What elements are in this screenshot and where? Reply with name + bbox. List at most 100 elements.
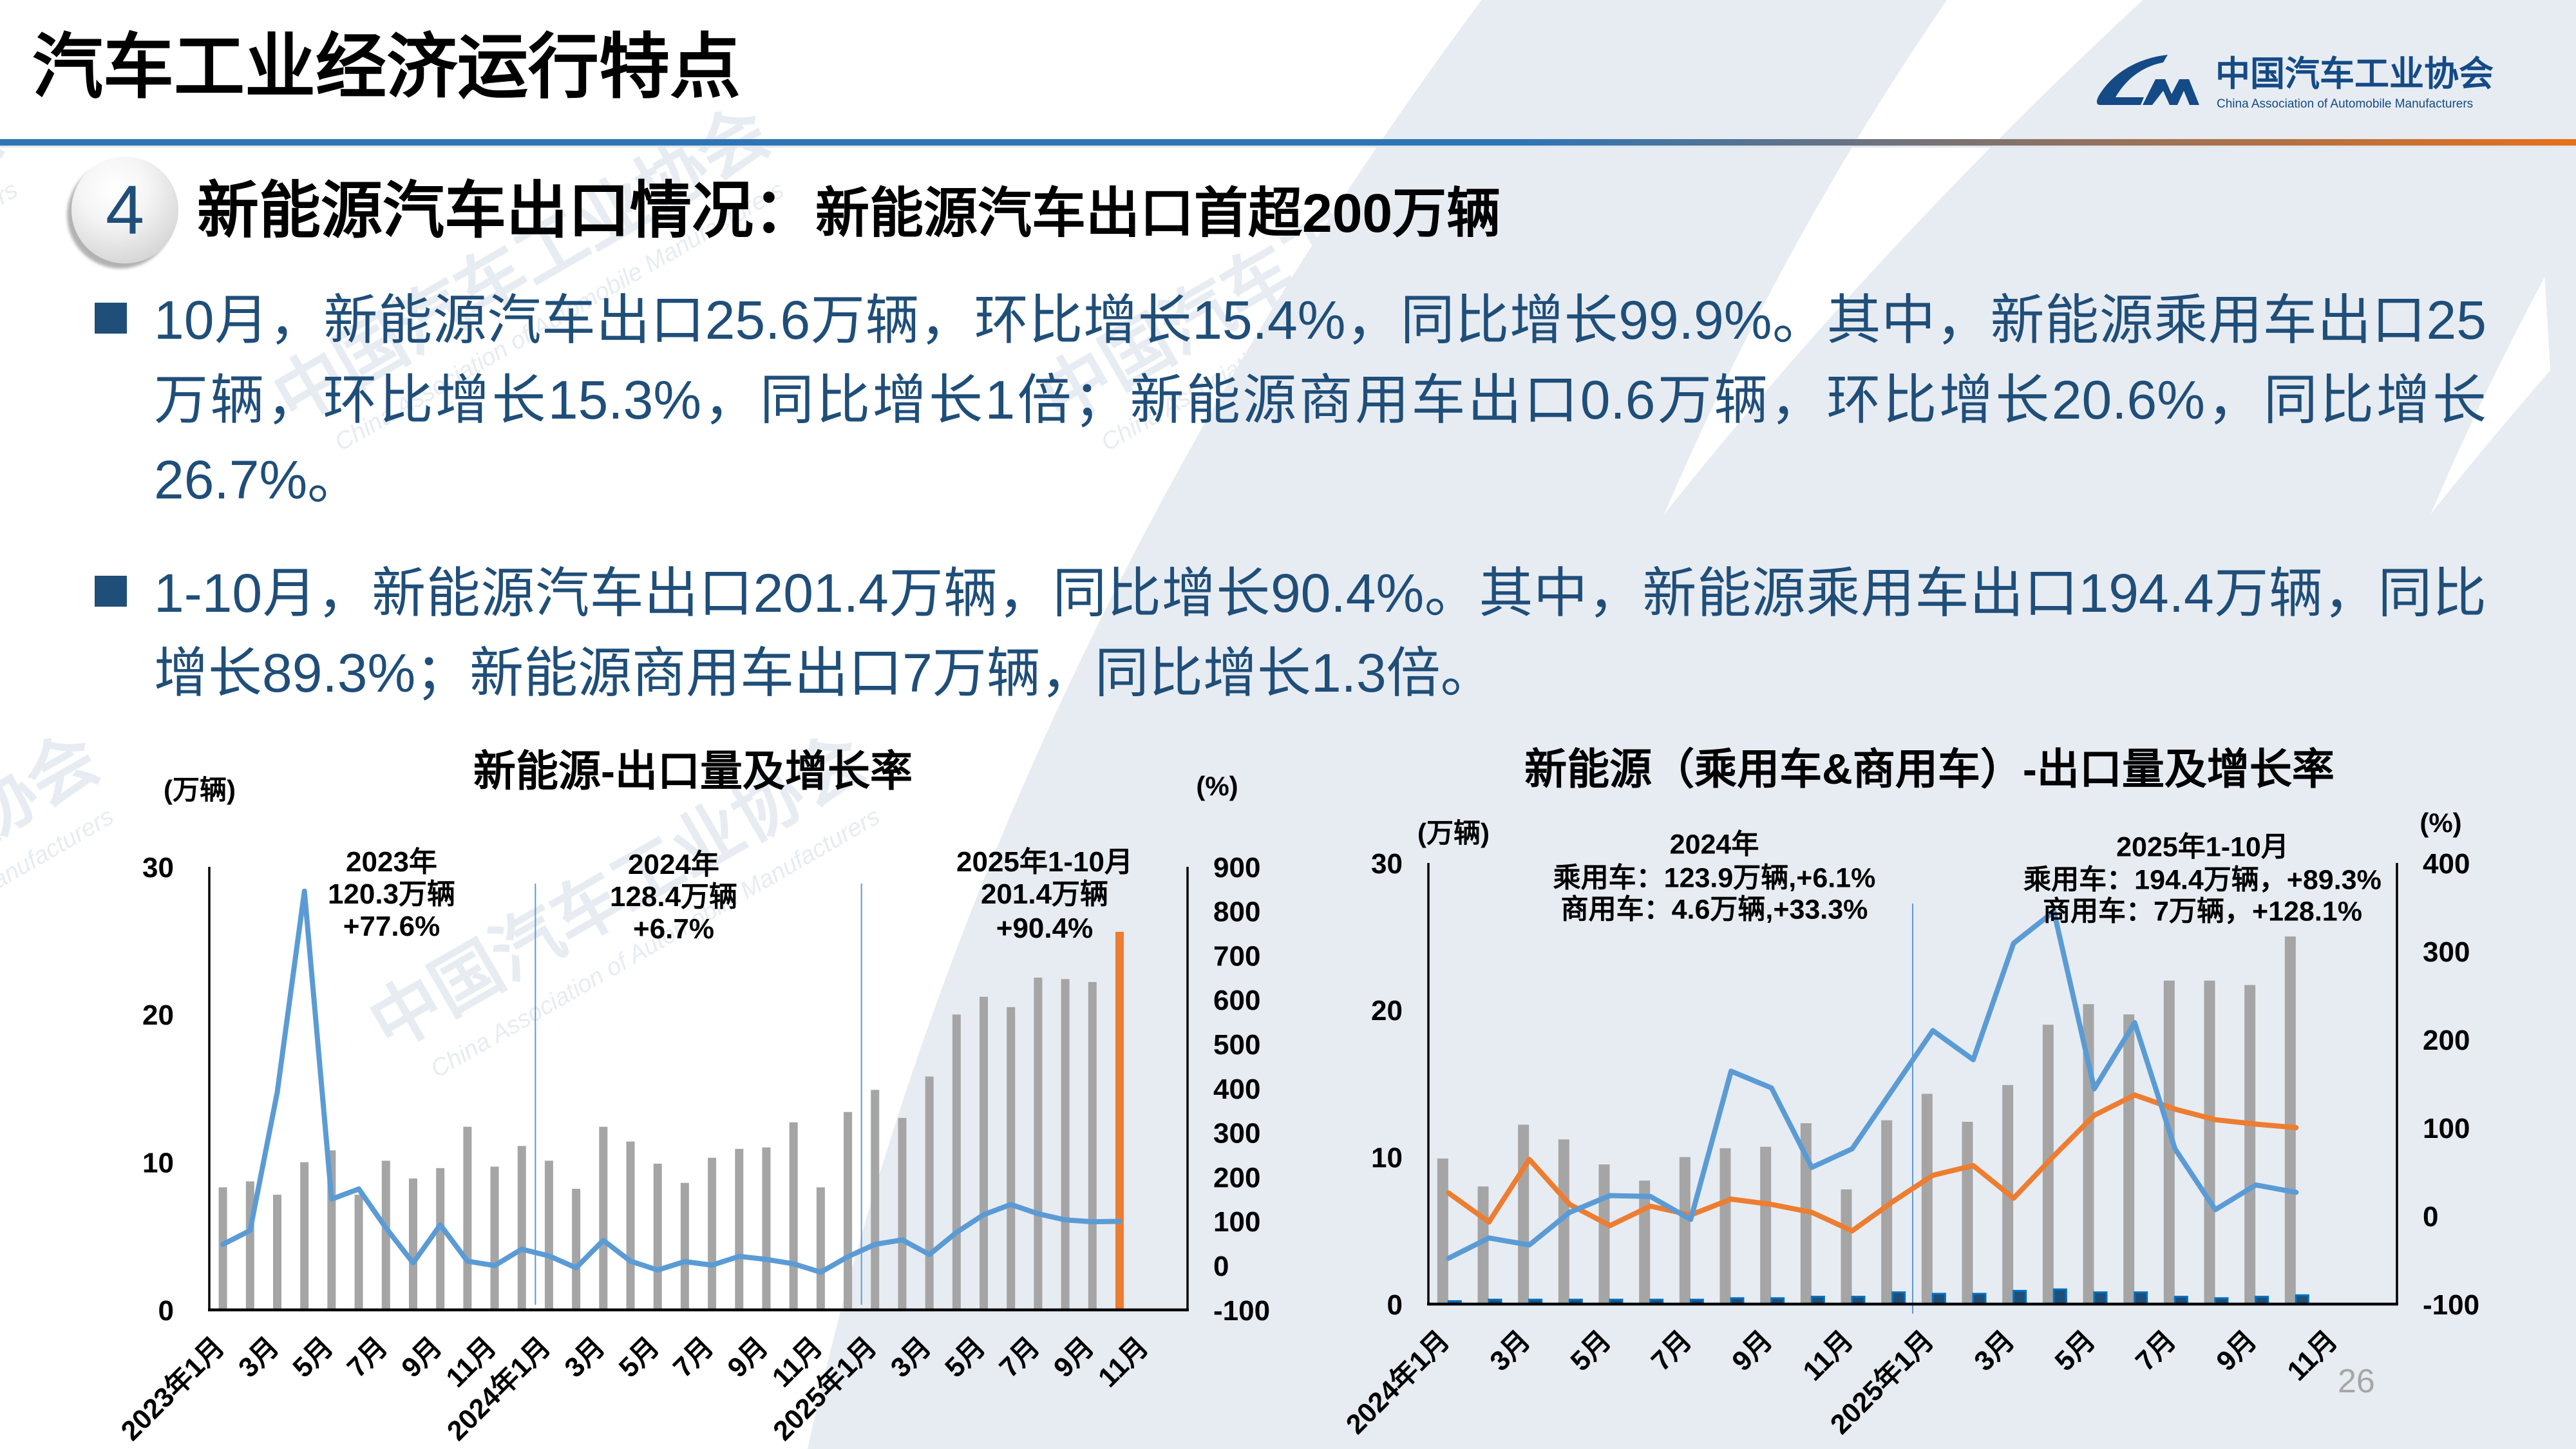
annotation-line: 201.4万辆: [981, 878, 1108, 910]
export-volume-bar: [381, 1160, 390, 1310]
annotation-line: +90.4%: [996, 913, 1093, 944]
export-volume-bar: [300, 1162, 309, 1310]
export-volume-bar: [599, 1126, 608, 1310]
passenger-export-volume-bar: [1639, 1180, 1651, 1304]
passenger-export-volume-bar: [1719, 1148, 1731, 1304]
commercial-export-volume-bar: [2052, 1288, 2067, 1305]
commercial-export-volume-bar: [1972, 1293, 1987, 1305]
x-tick-label: 9月: [1048, 1331, 1100, 1383]
y-axis-right-unit-label: (%): [2420, 808, 2461, 838]
bullet-list: 10月，新能源汽车出口25.6万辆，环比增长15.4%，同比增长99.9%。其中…: [95, 280, 2486, 746]
export-volume-bar: [490, 1166, 499, 1310]
x-tick-label: 7月: [1645, 1325, 1698, 1377]
x-tick-label: 11月: [1092, 1331, 1154, 1393]
y-right-tick-label: 0: [1213, 1251, 1229, 1282]
commercial-growth-rate-line: [1446, 909, 2299, 1261]
x-tick-label: 2023年1月: [115, 1331, 231, 1446]
y-left-tick-label: 20: [142, 999, 174, 1031]
annotation-line: 乘用车：194.4万辆，+89.3%: [2023, 864, 2382, 895]
export-volume-bar: [245, 1181, 254, 1310]
watermark-text-en: China Association of Automobile Manufact…: [0, 176, 23, 457]
x-tick-label: 3月: [1484, 1325, 1536, 1377]
export-volume-bars: [218, 931, 1124, 1310]
export-volume-bar: [871, 1090, 880, 1310]
export-volume-bar: [1115, 931, 1124, 1310]
x-tick-label: 3月: [885, 1331, 937, 1383]
x-tick-label: 9月: [722, 1331, 774, 1383]
x-tick-label: 7月: [2130, 1325, 2182, 1377]
bullet-text: 1-10月，新能源汽车出口201.4万辆，同比增长90.4%。其中，新能源乘用车…: [154, 563, 2486, 703]
commercial-export-volume-bars: [1447, 1288, 2309, 1305]
y-left-tick-label: 0: [1387, 1289, 1403, 1321]
export-volume-bar: [952, 1014, 961, 1310]
y-left-tick-label: 20: [1371, 995, 1403, 1027]
x-tick-label: 3月: [559, 1331, 611, 1383]
y-right-tick-label: -100: [1213, 1295, 1270, 1327]
chart-title: 新能源（乘用车&商用车）-出口量及增长率: [1524, 745, 2334, 793]
x-tick-label: 7月: [667, 1331, 719, 1383]
export-volume-bar: [572, 1188, 581, 1310]
x-tick-label: 5月: [287, 1331, 339, 1383]
chart-nev-exports: 新能源-出口量及增长率 (万辆) (%) 0 10 20 30 -100 0 100 200 300 4…: [115, 747, 1270, 1447]
x-tick-label: 11月: [2282, 1325, 2344, 1387]
commercial-export-volume-bar: [1931, 1293, 1946, 1305]
y-axis-right-unit-label: (%): [1196, 771, 1238, 801]
x-tick-label: 3月: [1968, 1325, 2020, 1377]
x-tick-label: 5月: [939, 1331, 991, 1383]
section-title: 新能源汽车出口情况：: [197, 176, 815, 245]
y-right-tick-label: 300: [2423, 936, 2470, 968]
header-divider: [0, 139, 2576, 146]
y-left-tick-label: 10: [142, 1148, 174, 1179]
annotation-line: 商用车：4.6万辆,+33.3%: [1561, 894, 1868, 925]
y-right-tick-label: 400: [2423, 848, 2470, 880]
export-volume-bar: [463, 1126, 472, 1310]
x-tick-label: 5月: [2049, 1325, 2101, 1377]
export-volume-bar: [653, 1163, 662, 1310]
export-volume-bar: [925, 1076, 934, 1310]
annotation-line: 120.3万辆: [328, 878, 455, 910]
export-volume-bar: [436, 1168, 445, 1310]
y-axis-left-unit-label: (万辆): [1417, 818, 1490, 848]
export-volume-bar: [544, 1160, 553, 1310]
y-right-tick-label: -100: [2423, 1289, 2479, 1321]
export-volume-bar: [1088, 981, 1097, 1310]
export-volume-bar: [708, 1157, 717, 1310]
annotation-line: 商用车：7万辆，+128.1%: [2043, 896, 2362, 927]
y-right-tick-label: 900: [1213, 852, 1260, 884]
header-divider-shadow: [0, 146, 2576, 147]
section-subtitle: 新能源汽车出口首超200万辆: [815, 183, 1501, 243]
passenger-export-volume-bar: [2204, 980, 2215, 1304]
passenger-export-volume-bar: [2163, 980, 2175, 1304]
y-axis-left-unit-label: (万辆): [164, 775, 236, 805]
y-right-tick-label: 500: [1213, 1029, 1260, 1061]
y-right-tick-label: 700: [1213, 940, 1260, 972]
export-volume-bar: [680, 1182, 689, 1310]
export-volume-bar: [218, 1187, 227, 1310]
page-number: 26: [2338, 1363, 2375, 1400]
passenger-export-volume-bar: [2244, 985, 2256, 1304]
cam-logo-icon: [2088, 52, 2204, 109]
y-right-tick-label: 0: [2423, 1201, 2438, 1233]
x-tick-label: 5月: [1565, 1325, 1617, 1377]
chart-nev-passenger-commercial-exports: 新能源（乘用车&商用车）-出口量及增长率 (万辆) (%) 0 10 20 30 -100 0 1…: [1340, 745, 2479, 1441]
square-bullet-icon: [95, 303, 127, 334]
annotation-line: 2024年: [628, 849, 719, 880]
annotation-line: 2025年1-10月: [2116, 831, 2289, 862]
chart-title: 新能源-出口量及增长率: [473, 747, 913, 795]
page-title: 汽车工业经济运行特点: [32, 28, 741, 107]
export-volume-bar: [272, 1195, 281, 1310]
passenger-export-volume-bar: [1881, 1120, 1893, 1304]
logo-name-en: China Association of Automobile Manufact…: [2217, 97, 2474, 111]
section-heading: 新能源汽车出口情况：新能源汽车出口首超200万辆: [197, 173, 1501, 268]
passenger-export-volume-bar: [2284, 936, 2296, 1304]
x-tick-label: 9月: [395, 1331, 448, 1383]
y-right-tick-label: 100: [1213, 1206, 1260, 1238]
y-left-tick-label: 30: [1371, 848, 1403, 880]
y-left-tick-label: 10: [1371, 1142, 1403, 1174]
passenger-export-volume-bar: [1558, 1139, 1569, 1304]
y-right-tick-label: 100: [2423, 1113, 2470, 1144]
x-tick-label: 7月: [994, 1331, 1046, 1383]
